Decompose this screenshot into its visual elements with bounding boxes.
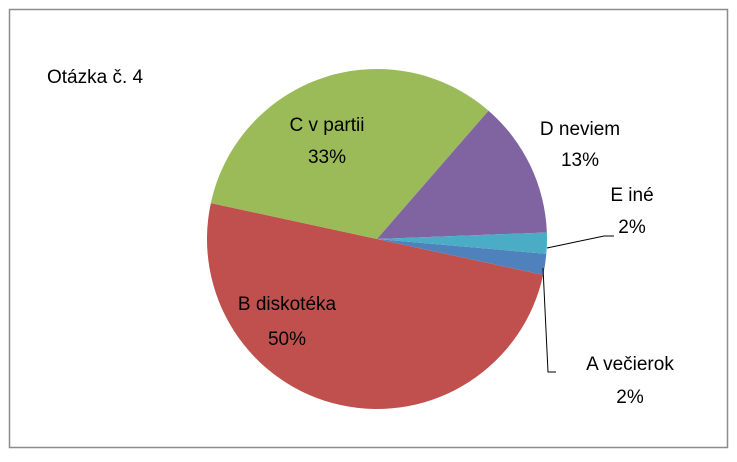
leader-line [542,267,556,373]
pie-slice [377,110,547,239]
pie-slice [206,203,544,409]
leader-line [546,235,614,249]
data-label-name: C v partii [290,115,365,136]
data-label-value: 50% [268,329,306,350]
data-label-name: B diskotéka [238,294,337,315]
chart-title: Otázka č. 4 [47,67,144,88]
data-label-value: 2% [618,217,646,238]
data-label-value: 13% [561,150,599,171]
pie-slice [210,69,489,239]
data-label-name: E iné [610,185,653,206]
data-label-value: 2% [616,387,644,408]
pie-slice [377,239,547,275]
data-label-name: D neviem [540,119,620,140]
pie-slice [377,232,547,254]
data-label-name: A večierok [586,354,674,375]
data-label-value: 33% [308,147,346,168]
